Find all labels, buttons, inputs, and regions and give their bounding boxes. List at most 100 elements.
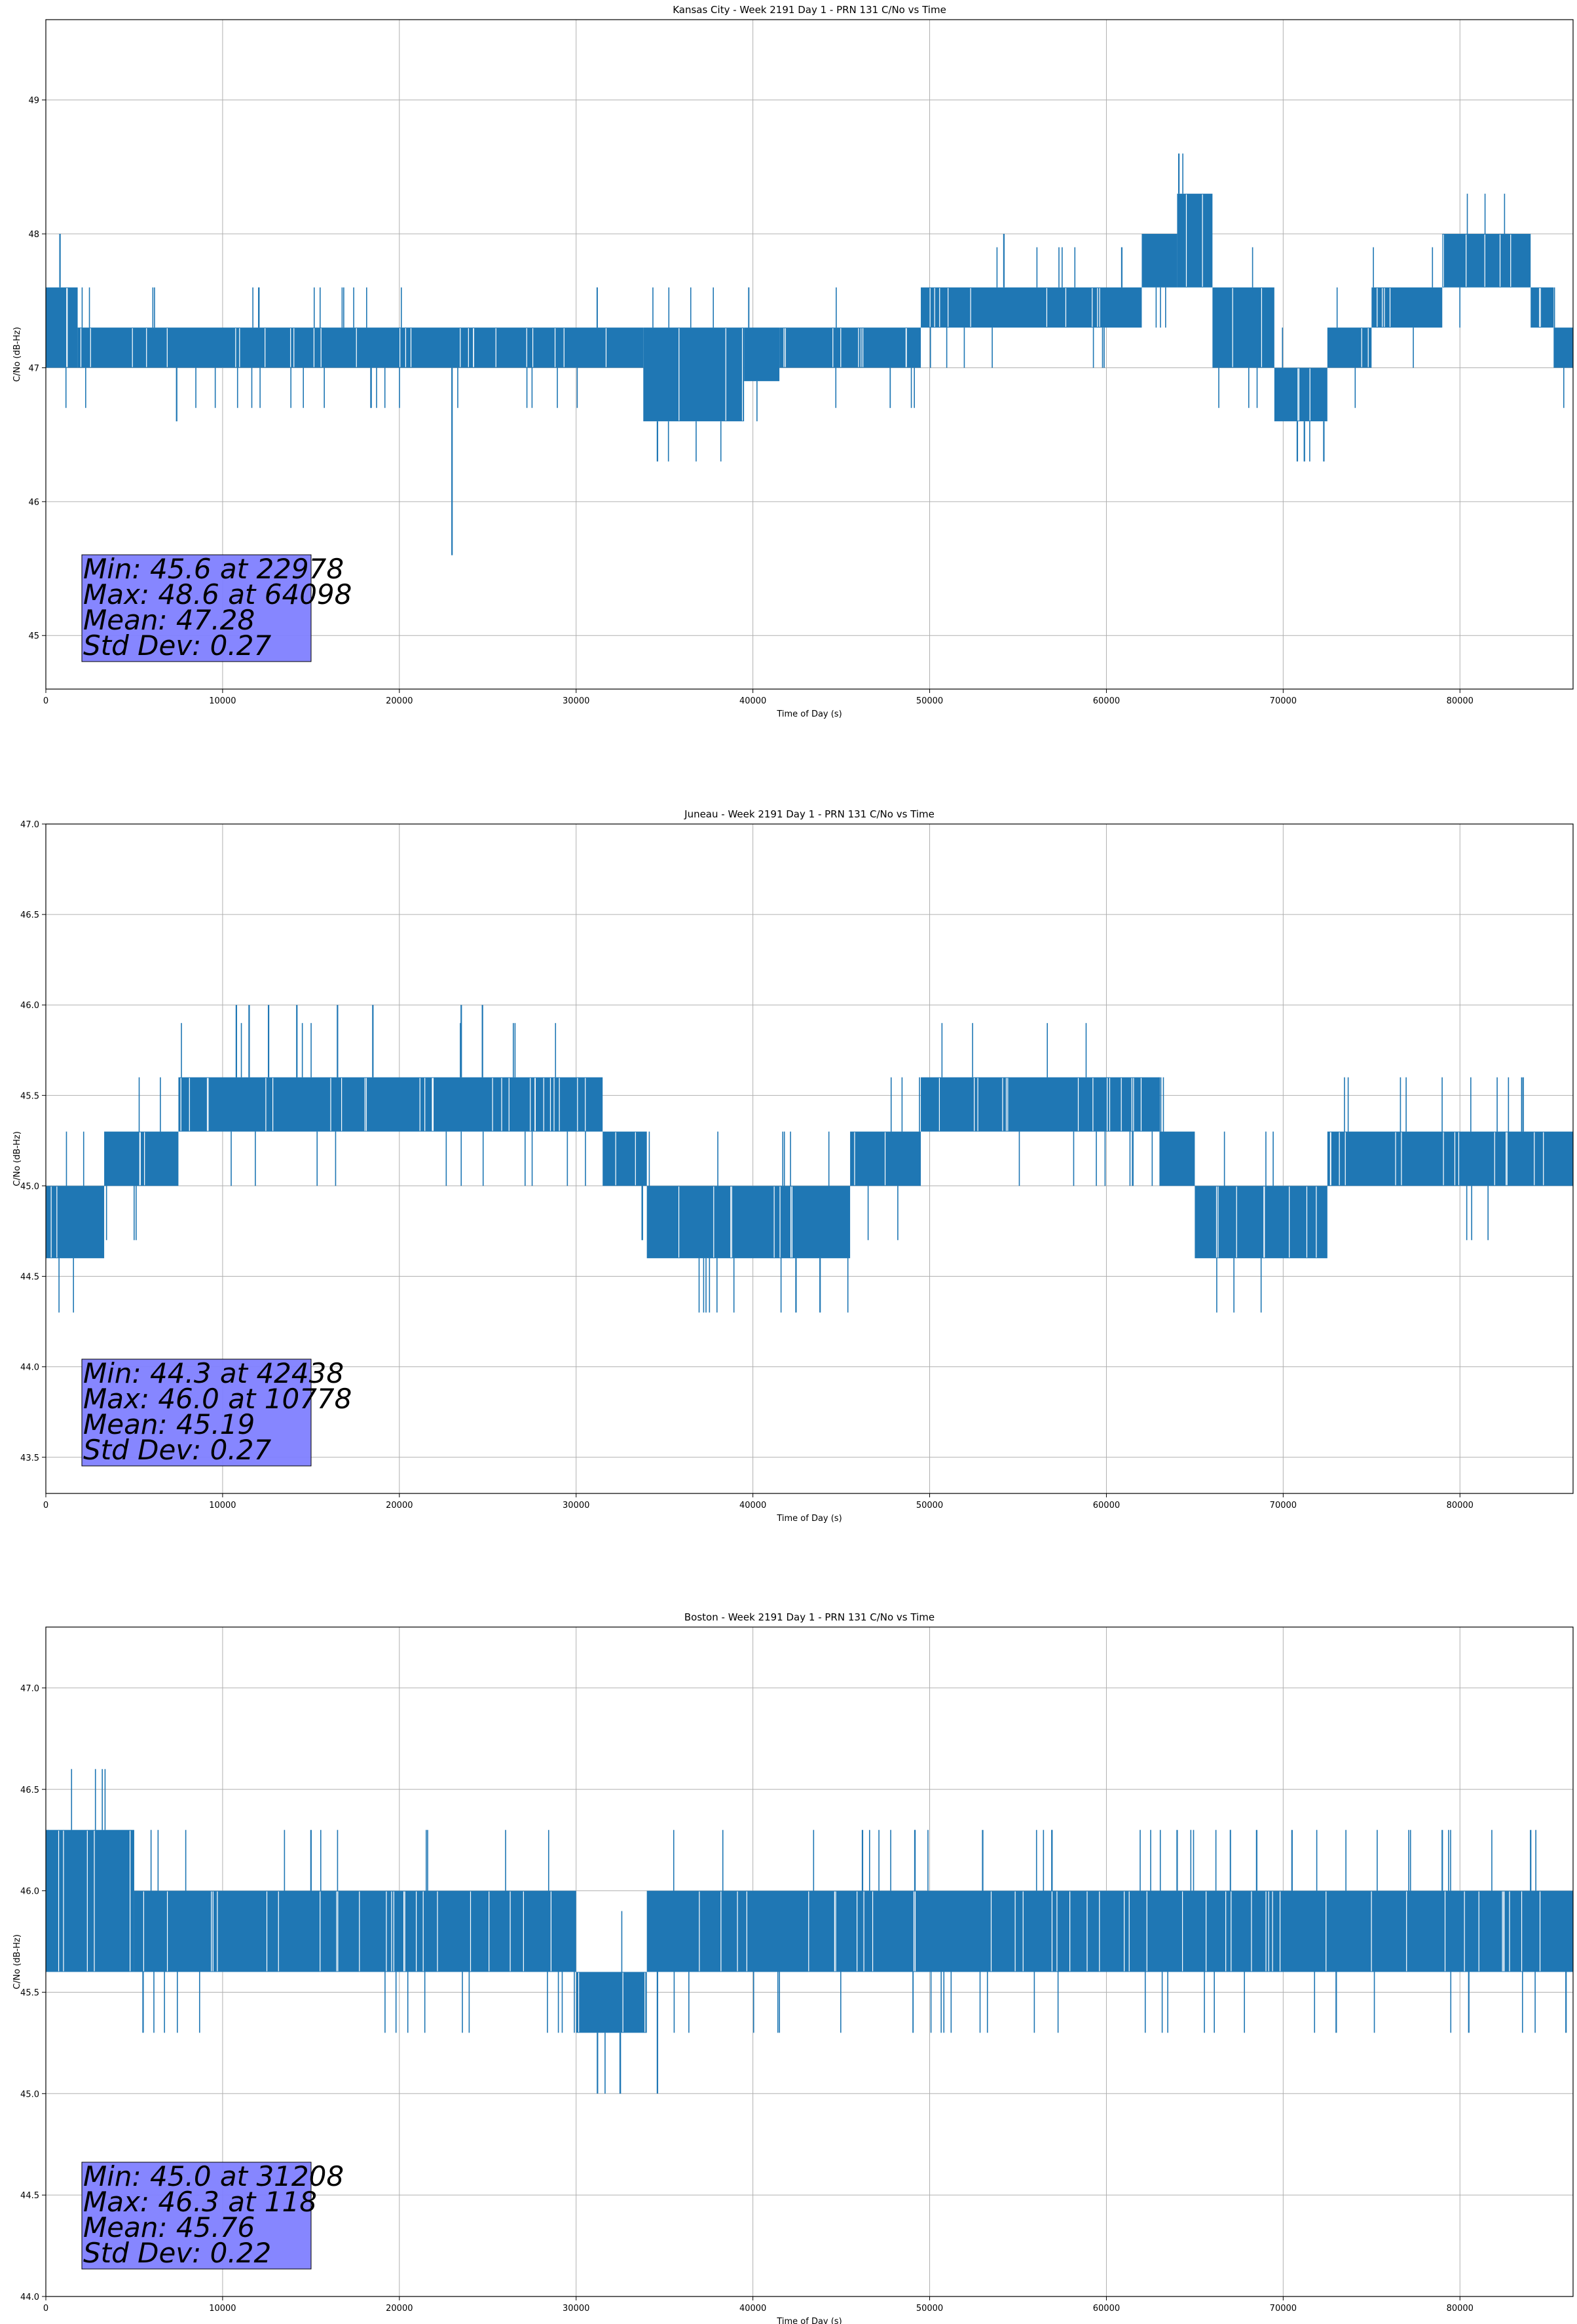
chart-panel-3: 0 10000 20000 30000 40000 50000 60000 70000 8000… [12, 1611, 1574, 2324]
y-tick-label: 46.0 [20, 1001, 39, 1011]
y-tick-label: 45.5 [20, 1988, 39, 1998]
stats-box-background [81, 554, 312, 662]
chart-panel-2: 0 10000 20000 30000 40000 50000 60000 70000 8000… [12, 808, 1574, 1524]
data-band [921, 1077, 1160, 1132]
y-tick-label: 45.0 [20, 1182, 39, 1191]
y-tick-label: 43.5 [20, 1453, 39, 1463]
x-tick-label: 0 [43, 2304, 48, 2314]
y-tick-label: 46.5 [20, 910, 39, 920]
data-band [178, 1077, 603, 1132]
x-tick-label: 80000 [1447, 2304, 1474, 2314]
x-tick-label: 30000 [563, 2304, 589, 2314]
data-series-cno [46, 1769, 1573, 2094]
x-tick-label: 30000 [563, 1501, 589, 1510]
x-axis-label: Time of Day (s) [776, 709, 842, 719]
stats-min: Min: 45.0 at 31208 [83, 2160, 344, 2192]
data-band [134, 1890, 576, 1972]
data-band [46, 1829, 134, 1972]
x-tick-label: 50000 [916, 696, 943, 706]
data-band [1531, 287, 1554, 328]
x-tick-label: 20000 [386, 2304, 413, 2314]
y-tick-label: 44.5 [20, 1273, 39, 1283]
y-tick-label: 47.0 [20, 820, 39, 830]
x-tick-label: 80000 [1447, 696, 1474, 706]
stats-std: Std Dev: 0.22 [83, 2237, 271, 2269]
data-band [104, 1131, 179, 1186]
y-tick-label: 47.0 [20, 1684, 39, 1694]
x-tick-label: 30000 [563, 696, 589, 706]
stats-max: Max: 46.3 at 118 [83, 2186, 317, 2218]
x-tick-label: 10000 [209, 2304, 236, 2314]
data-band [1159, 1131, 1195, 1186]
data-band [1141, 234, 1178, 288]
y-tick-label: 45.5 [20, 1091, 39, 1101]
x-tick-label: 60000 [1093, 696, 1120, 706]
x-tick-label: 0 [43, 696, 48, 706]
stats-max: Max: 46.0 at 10778 [83, 1383, 352, 1415]
data-series-cno [46, 153, 1573, 555]
stats-box-background [81, 1359, 312, 1467]
x-tick-label: 40000 [739, 2304, 766, 2314]
stats-max: Max: 48.6 at 64098 [83, 578, 352, 610]
x-tick-label: 10000 [209, 696, 236, 706]
stats-std: Std Dev: 0.27 [83, 629, 271, 662]
data-band [603, 1131, 647, 1186]
y-tick-label: 45.0 [20, 2090, 39, 2099]
data-band [646, 1186, 851, 1258]
x-tick-label: 60000 [1093, 1501, 1120, 1510]
stats-min: Min: 45.6 at 22978 [83, 553, 344, 585]
axes-frame [45, 1626, 1574, 2297]
chart-title: Boston - Week 2191 Day 1 - PRN 131 C/No … [684, 1611, 935, 1623]
stats-mean: Mean: 45.76 [83, 2211, 255, 2243]
data-band [1327, 328, 1372, 368]
data-band [921, 287, 1142, 328]
stats-mean: Mean: 45.19 [83, 1408, 255, 1440]
data-band [1274, 367, 1327, 422]
x-tick-label: 50000 [916, 1501, 943, 1510]
data-band [46, 287, 78, 368]
y-tick-label: 47 [28, 364, 39, 373]
y-tick-label: 44.5 [20, 2191, 39, 2201]
data-band [1327, 1131, 1573, 1186]
data-band [744, 328, 780, 381]
axes-frame [45, 823, 1574, 1494]
data-band [643, 328, 745, 422]
chart-panel-1: 0 10000 20000 30000 40000 50000 60000 70000 8000… [12, 4, 1574, 719]
x-tick-label: 50000 [916, 2304, 943, 2314]
x-tick-label: 70000 [1270, 1501, 1297, 1510]
stats-box-background [81, 2162, 312, 2270]
y-tick-label: 46.0 [20, 1887, 39, 1897]
x-tick-label: 60000 [1093, 2304, 1120, 2314]
axes-frame [45, 19, 1574, 690]
data-band [646, 1890, 1573, 1972]
y-axis-label: C/No (dB-Hz) [12, 1934, 22, 1989]
x-tick-label: 70000 [1270, 2304, 1297, 2314]
stats-mean: Mean: 47.28 [83, 604, 255, 636]
y-axis-label: C/No (dB-Hz) [12, 327, 22, 382]
x-tick-label: 40000 [739, 696, 766, 706]
data-band [1442, 234, 1531, 288]
stats-std: Std Dev: 0.27 [83, 1434, 271, 1466]
chart-title: Kansas City - Week 2191 Day 1 - PRN 131 … [673, 4, 946, 16]
x-tick-label: 20000 [386, 1501, 413, 1510]
x-tick-label: 20000 [386, 696, 413, 706]
y-tick-label: 48 [28, 230, 39, 240]
x-tick-label: 40000 [739, 1501, 766, 1510]
data-band [779, 328, 921, 368]
y-tick-label: 44.0 [20, 1363, 39, 1373]
data-band [1177, 193, 1213, 288]
x-tick-label: 70000 [1270, 696, 1297, 706]
data-series-cno [46, 1005, 1573, 1313]
x-axis-label: Time of Day (s) [776, 2317, 842, 2324]
x-axis-label: Time of Day (s) [776, 1514, 842, 1524]
x-tick-label: 10000 [209, 1501, 236, 1510]
y-tick-label: 45 [28, 631, 39, 641]
data-band [1195, 1186, 1327, 1258]
data-band [1371, 287, 1443, 328]
y-tick-label: 49 [28, 96, 39, 106]
data-band [1212, 287, 1274, 368]
